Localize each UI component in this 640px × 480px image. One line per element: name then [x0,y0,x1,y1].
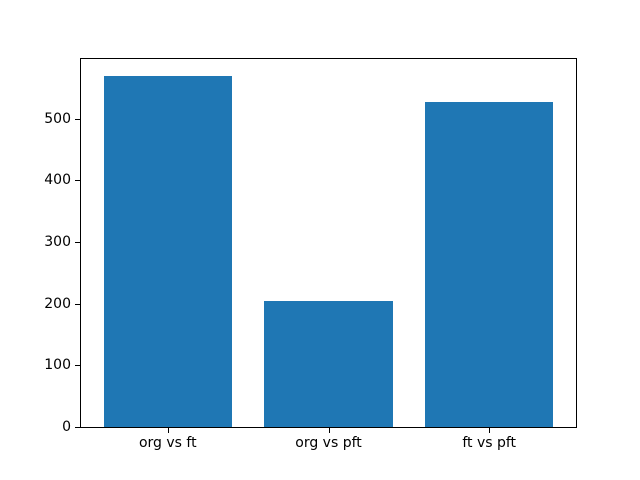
y-tick-mark [75,118,80,120]
x-tick-mark [328,428,330,433]
y-tick-mark [75,303,80,305]
x-tick-mark [489,428,491,433]
bar-org-vs-ft [103,76,233,427]
bar-org-vs-pft [264,300,393,427]
y-tick-label: 0 [62,419,71,435]
plot-area [80,58,577,428]
x-tick-mark [167,428,169,433]
y-tick-label: 100 [44,357,71,374]
x-tick-label: org vs ft [138,435,197,451]
y-tick-mark [75,365,80,367]
y-tick-label: 500 [44,110,71,127]
y-tick-label: 200 [44,295,71,312]
bar-ft-vs-pft [424,102,554,427]
x-tick-label: org vs pft [295,435,362,451]
y-tick-mark [75,242,80,244]
y-tick-mark [75,180,80,182]
y-tick-label: 300 [44,234,71,251]
y-tick-mark [75,427,80,428]
y-tick-label: 400 [44,172,71,189]
x-tick-label: ft vs pft [462,435,517,451]
